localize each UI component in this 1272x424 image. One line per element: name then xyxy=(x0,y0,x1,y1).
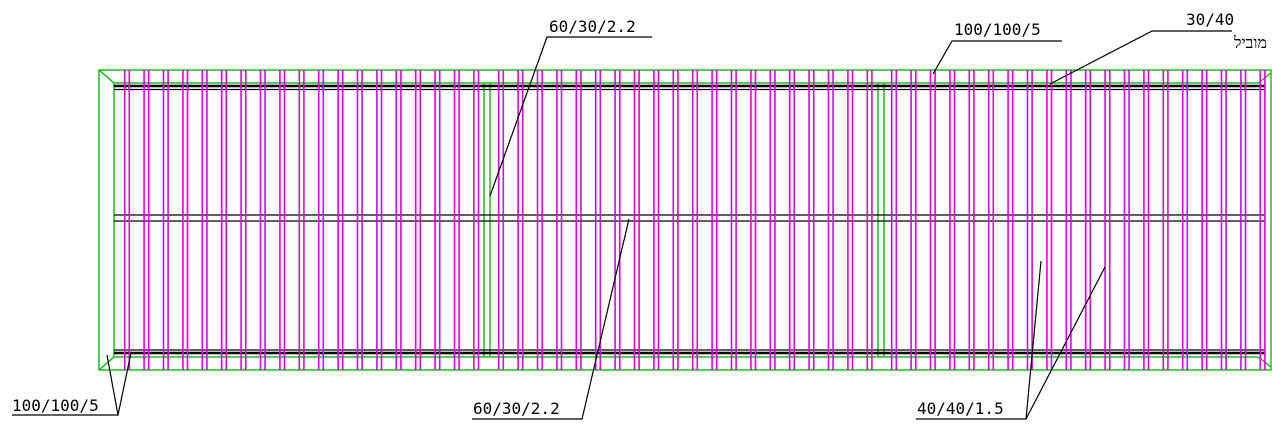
frame-outer-rect xyxy=(98,69,1272,371)
frame-corner-bl xyxy=(98,356,115,371)
leader-bottom-left-b xyxy=(117,352,132,416)
leader-far-right xyxy=(1049,30,1232,85)
leader-top-right xyxy=(932,40,1062,75)
frame-corner-tl xyxy=(98,69,115,84)
label-top-right: 100/100/5 xyxy=(954,20,1041,39)
leader-bottom-center xyxy=(472,218,630,420)
dimension-labels: 60/30/2.2 100/100/5 30/40 מוביל 100/100/… xyxy=(12,10,1267,418)
horizontal-rails xyxy=(114,84,1265,355)
label-bottom-right: 40/40/1.5 xyxy=(917,399,1004,418)
label-top-center: 60/30/2.2 xyxy=(549,17,636,36)
leader-lines xyxy=(12,30,1232,420)
label-bottom-left: 100/100/5 xyxy=(12,396,99,415)
vertical-slats xyxy=(123,70,1266,370)
label-far-right-line2: מוביל xyxy=(1233,33,1267,52)
label-far-right-line1: 30/40 xyxy=(1186,10,1234,29)
label-bottom-center: 60/30/2.2 xyxy=(473,399,560,418)
leader-top-center xyxy=(489,36,652,197)
leader-bottom-right-b xyxy=(1025,266,1106,420)
